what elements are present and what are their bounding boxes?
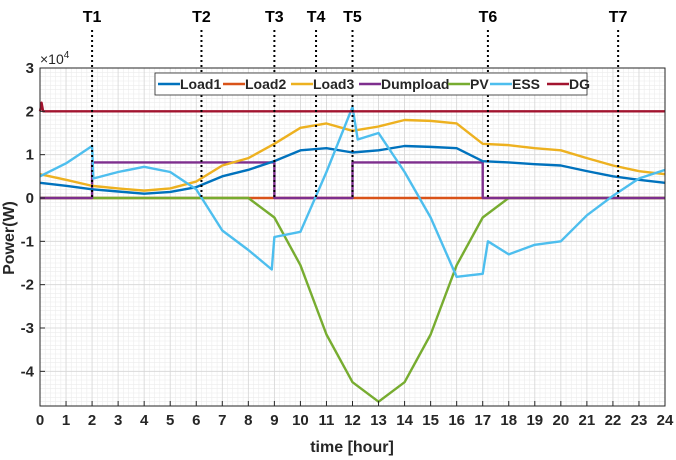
event-label: T3 [265, 9, 284, 26]
x-tick-label: 18 [500, 412, 517, 429]
legend-label: Load2 [245, 76, 286, 92]
x-tick-label: 21 [579, 412, 596, 429]
tick-labels: 0 1 2 3 4 5 6 7 8 9 10 11 12 13 14 15 16 17 18 19 20 21 22 23 24… [21, 60, 674, 429]
event-label: T7 [609, 9, 628, 26]
y-tick-label: -2 [21, 277, 34, 294]
x-tick-label: 23 [631, 412, 648, 429]
x-tick-label: 16 [448, 412, 465, 429]
series-line-dg [38, 101, 665, 113]
event-label: T2 [192, 9, 211, 26]
event-label: T5 [343, 9, 362, 26]
x-tick-label: 8 [244, 412, 252, 429]
legend: Load1 Load2 Load3 Dumpload PV ESS DG [154, 72, 590, 96]
legend-label: PV [470, 76, 489, 92]
y-tick-label: 1 [26, 147, 34, 164]
x-tick-label: 14 [396, 412, 413, 429]
x-tick-label: 12 [344, 412, 361, 429]
y-tick-label: 2 [26, 103, 34, 120]
legend-label: Load3 [313, 76, 354, 92]
y-tick-label: 3 [26, 60, 34, 77]
x-axis-label: time [hour] [310, 439, 394, 456]
x-tick-label: 1 [62, 412, 70, 429]
x-tick-label: 13 [370, 412, 387, 429]
legend-items: Load1 Load2 Load3 Dumpload PV ESS DG [158, 76, 590, 92]
y-tick-label: -3 [21, 320, 34, 337]
x-tick-label: 3 [114, 412, 122, 429]
x-tick-label: 11 [319, 412, 335, 429]
series-line-load1 [39, 144, 666, 195]
x-tick-label: 22 [605, 412, 622, 429]
event-label: T1 [83, 9, 102, 26]
event-markers: T1 T2 T3 T4 T5 T6 T7 [83, 9, 628, 198]
x-tick-label: 10 [292, 412, 309, 429]
x-tick-label: 6 [192, 412, 200, 429]
legend-label: Load1 [180, 76, 221, 92]
x-tick-label: 9 [270, 412, 278, 429]
x-tick-label: 24 [657, 412, 674, 429]
x-tick-label: 7 [218, 412, 226, 429]
y-exponent-base: ×10 [40, 51, 64, 67]
legend-label: DG [569, 76, 590, 92]
y-tick-label: -4 [21, 363, 35, 380]
x-tick-label: 0 [36, 412, 44, 429]
y-exponent-power: 4 [64, 50, 70, 61]
legend-label: Dumpload [381, 76, 449, 92]
legend-label: ESS [512, 76, 540, 92]
x-tick-label: 2 [88, 412, 96, 429]
x-tick-label: 19 [526, 412, 543, 429]
event-label: T6 [479, 9, 498, 26]
y-tick-label: -1 [21, 233, 34, 250]
y-axis-label: Power(W) [1, 201, 18, 275]
x-tick-label: 17 [474, 412, 491, 429]
y-exponent-label: ×104 [40, 50, 70, 67]
y-tick-label: 0 [26, 190, 34, 207]
x-tick-label: 20 [552, 412, 569, 429]
x-tick-label: 5 [166, 412, 174, 429]
x-tick-label: 4 [140, 412, 149, 429]
event-label: T4 [307, 9, 326, 26]
x-tick-label: 15 [422, 412, 439, 429]
